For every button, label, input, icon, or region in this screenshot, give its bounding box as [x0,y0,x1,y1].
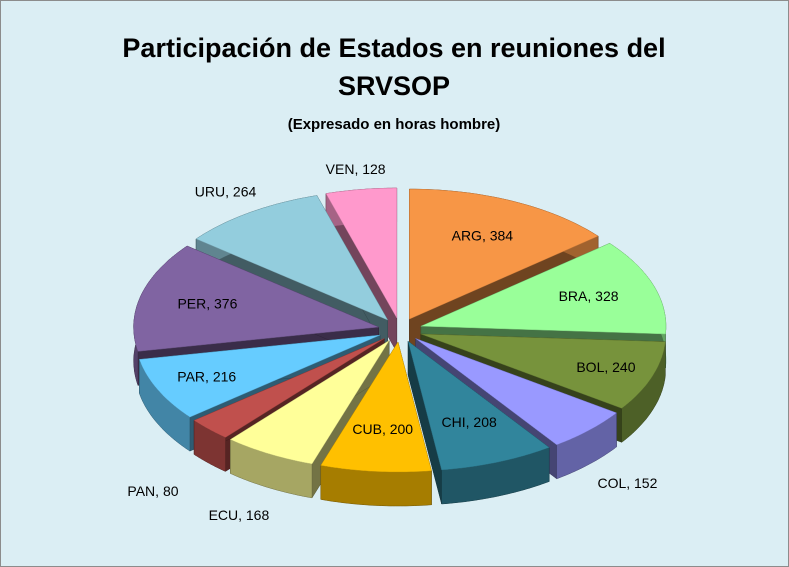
slice-top [133,245,379,352]
data-label: BOL, 240 [576,359,635,375]
data-label: PAR, 216 [177,369,236,385]
chart-title-line: SRVSOP [338,71,450,101]
slice-top [139,334,381,418]
slice-top [407,340,550,471]
slice [407,340,550,505]
data-label: ARG, 384 [452,227,514,243]
slice-top [420,333,666,409]
data-label: COL, 152 [597,475,657,491]
slice [320,341,432,507]
slice-top [415,338,618,446]
slice-top [320,341,432,473]
data-label: CHI, 208 [442,414,497,430]
data-label: PAN, 80 [127,483,178,499]
labels: ARG, 384 BRA, 328 BOL, 240 COL, 152 CHI, 208… [127,161,657,523]
slice-top [420,243,667,335]
data-label: BRA, 328 [559,288,619,304]
slice-top [325,187,398,319]
data-label: ECU, 168 [209,507,270,523]
slice-top [409,188,599,320]
data-label: VEN, 128 [326,161,386,177]
data-label: CUB, 200 [352,421,413,437]
slice-top [229,340,390,465]
data-label: PER, 376 [177,295,237,311]
chart-title-line: Participación de Estados en reuniones de… [122,33,665,63]
slice-top [195,195,389,321]
slice-top [193,338,385,438]
chart-subtitle: (Expresado en horas hombre) [288,116,501,133]
data-label: URU, 264 [195,184,257,200]
pie [133,187,667,507]
